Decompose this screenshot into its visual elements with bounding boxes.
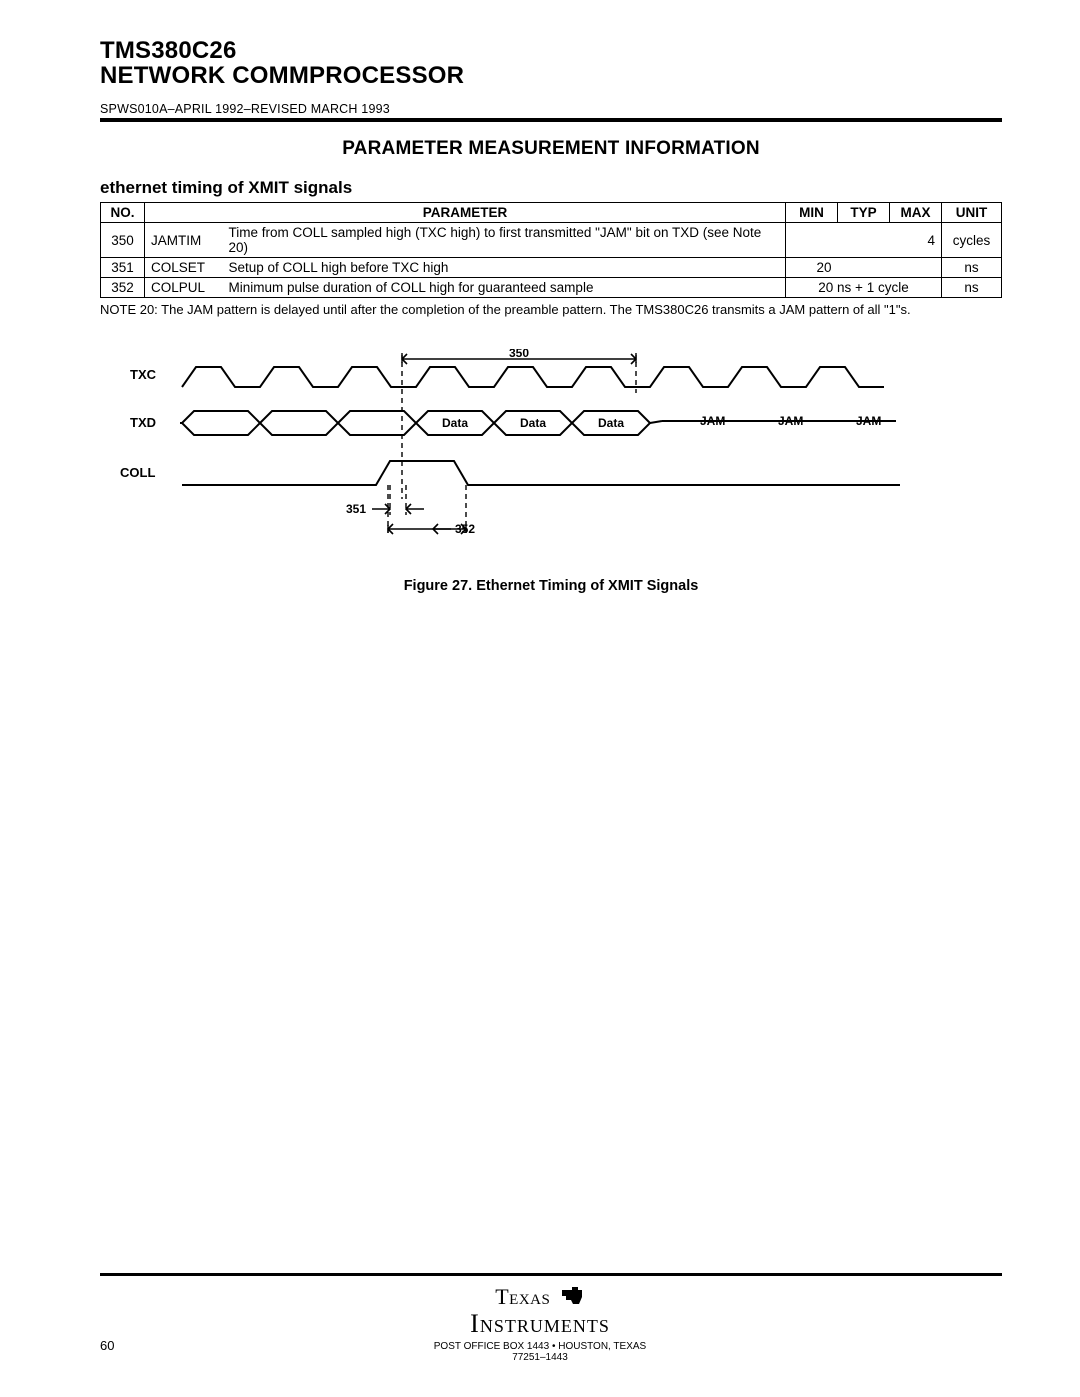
brand-top: Texas [495, 1284, 550, 1309]
col-min: MIN [786, 203, 838, 223]
table-header-row: NO. PARAMETER MIN TYP MAX UNIT [101, 203, 1002, 223]
svg-text:352: 352 [455, 522, 475, 536]
table-row: 350JAMTIMTime from COLL sampled high (TX… [101, 223, 1002, 258]
footer-addr-2: 77251–1443 [0, 1352, 1080, 1363]
header-block: TMS380C26 NETWORK COMMPROCESSOR [100, 38, 1002, 88]
footer-address: POST OFFICE BOX 1443 • HOUSTON, TEXAS 77… [0, 1341, 1080, 1363]
brand-bottom: Instruments [0, 1309, 1080, 1339]
svg-text:350: 350 [509, 349, 529, 360]
title-line-2: NETWORK COMMPROCESSOR [100, 63, 1002, 88]
col-no: NO. [101, 203, 145, 223]
page-footer: Texas Instruments POST OFFICE BOX 1443 •… [0, 1273, 1080, 1363]
col-max: MAX [890, 203, 942, 223]
brand-logo: Texas Instruments [0, 1284, 1080, 1339]
timing-label-coll: COLL [120, 465, 155, 480]
svg-text:Data: Data [520, 416, 546, 430]
figure-caption: Figure 27. Ethernet Timing of XMIT Signa… [100, 578, 1002, 594]
svg-text:JAM: JAM [778, 414, 803, 428]
footer-addr-1: POST OFFICE BOX 1443 • HOUSTON, TEXAS [0, 1341, 1080, 1352]
table-row: 351COLSETSetup of COLL high before TXC h… [101, 258, 1002, 278]
svg-text:JAM: JAM [700, 414, 725, 428]
table-row: 352COLPULMinimum pulse duration of COLL … [101, 278, 1002, 298]
header-rule [100, 118, 1002, 122]
col-parameter: PARAMETER [145, 203, 786, 223]
svg-text:Data: Data [598, 416, 624, 430]
footer-rule [100, 1273, 1002, 1276]
timing-label-txc: TXC [130, 367, 156, 382]
svg-text:JAM: JAM [856, 414, 881, 428]
title-line-1: TMS380C26 [100, 38, 1002, 63]
col-unit: UNIT [942, 203, 1002, 223]
table-note: NOTE 20: The JAM pattern is delayed unti… [100, 302, 1002, 318]
svg-text:Data: Data [442, 416, 468, 430]
timing-figure: TXC TXD COLL Data Data Data JAM JAM JAM 350 351… [100, 349, 1002, 594]
page-number: 60 [100, 1338, 114, 1353]
svg-text:351: 351 [346, 502, 366, 516]
doc-number: SPWS010A–APRIL 1992–REVISED MARCH 1993 [100, 102, 1002, 116]
timing-label-txd: TXD [130, 415, 156, 430]
subheading: ethernet timing of XMIT signals [100, 178, 1002, 198]
parameter-table: NO. PARAMETER MIN TYP MAX UNIT 350JAMTIM… [100, 202, 1002, 298]
section-title: PARAMETER MEASUREMENT INFORMATION [100, 138, 1002, 160]
col-typ: TYP [838, 203, 890, 223]
timing-diagram-svg: Data Data Data JAM JAM JAM 350 351 352 [180, 349, 900, 559]
